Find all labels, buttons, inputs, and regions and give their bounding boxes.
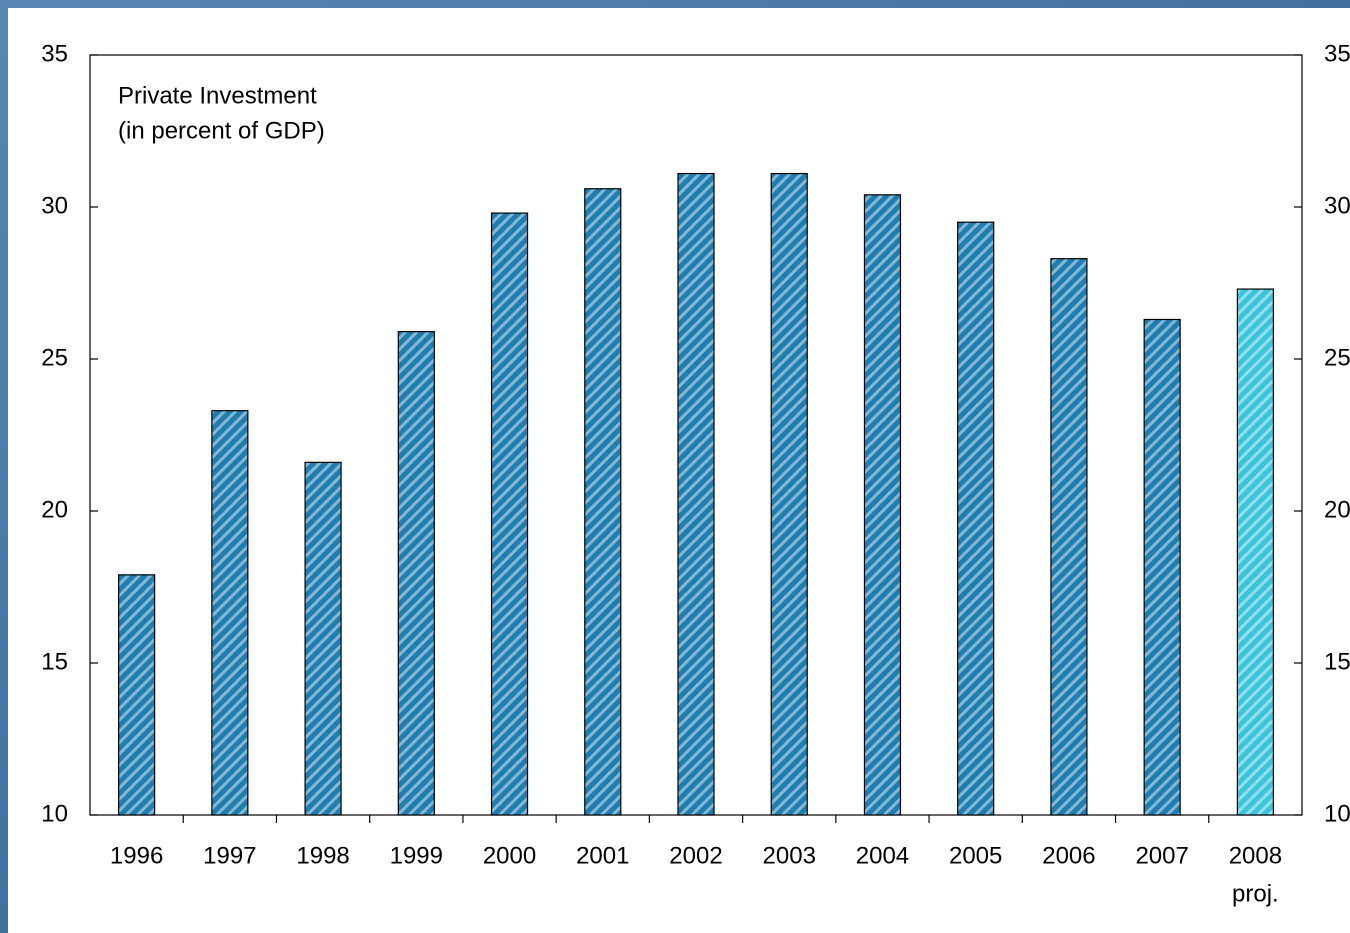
x-tick-label: 2002 [669, 842, 722, 869]
bar [863, 194, 902, 816]
y-tick-label: 15 [41, 648, 68, 675]
y-tick-label: 20 [41, 496, 68, 523]
chart-subtitle: (in percent of GDP) [118, 117, 325, 144]
x-tick-label: 2003 [763, 842, 816, 869]
y-tick-label: 35 [41, 40, 68, 67]
y2-tick-label: 10 [1324, 800, 1350, 827]
x-tick-label: 2005 [949, 842, 1002, 869]
bar [770, 172, 808, 816]
bar [957, 221, 995, 816]
y-tick-label: 25 [41, 344, 68, 371]
x-tick-label: 2001 [576, 842, 629, 869]
bar [677, 172, 715, 816]
y2-tick-label: 20 [1324, 496, 1350, 523]
x-tick-label: 1998 [296, 842, 349, 869]
chart-title: Private Investment [118, 82, 317, 109]
x-tick-label: 1996 [110, 842, 163, 869]
bar [584, 188, 622, 816]
bar [211, 410, 249, 816]
bar [1236, 288, 1274, 816]
bar [490, 212, 529, 816]
x-tick-label: 2006 [1042, 842, 1095, 869]
x-tick-label: 1997 [203, 842, 256, 869]
y-tick-label: 30 [41, 192, 68, 219]
y2-tick-label: 15 [1324, 648, 1350, 675]
annotation: proj. [1232, 880, 1279, 907]
y2-tick-label: 30 [1324, 192, 1350, 219]
y-tick-label: 10 [41, 800, 68, 827]
x-tick-label: 2008 [1229, 842, 1282, 869]
bar [1050, 258, 1088, 816]
x-tick-label: 2000 [483, 842, 536, 869]
y2-tick-label: 25 [1324, 344, 1350, 371]
x-tick-label: 1999 [390, 842, 443, 869]
y2-tick-label: 35 [1324, 40, 1350, 67]
x-tick-label: 2004 [856, 842, 909, 869]
bar [1143, 318, 1181, 816]
bar [397, 331, 435, 816]
bar [118, 574, 156, 816]
x-tick-label: 2007 [1135, 842, 1188, 869]
bar [304, 461, 342, 816]
